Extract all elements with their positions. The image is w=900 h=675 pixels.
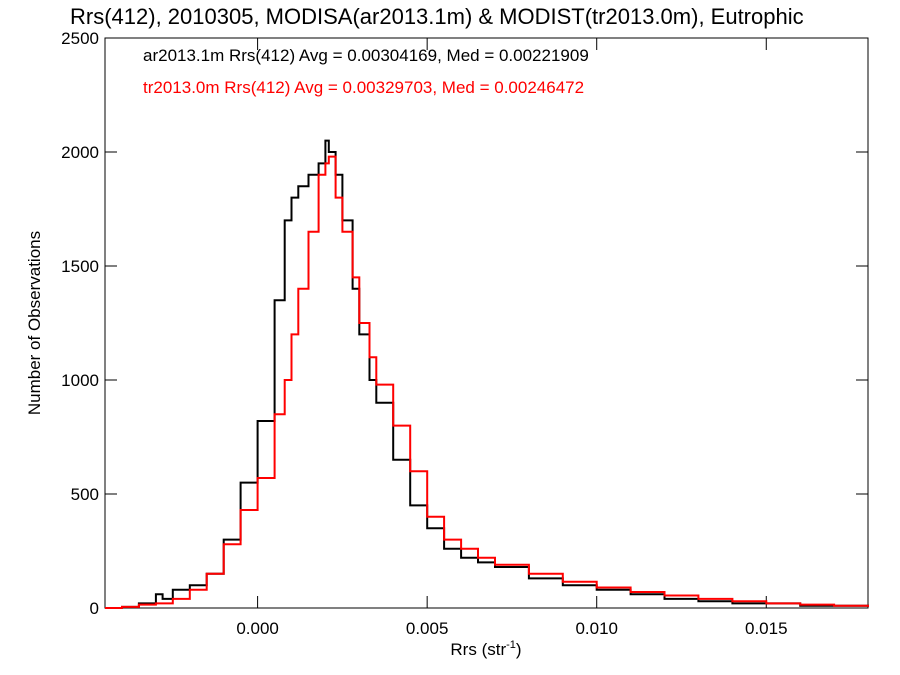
- x-axis-label-superscript: -1: [506, 639, 516, 651]
- x-axis-label-main: Rrs (str: [450, 640, 506, 659]
- y-tick-label: 500: [71, 485, 99, 504]
- series-lines: [105, 139, 869, 609]
- chart-title: Rrs(412), 2010305, MODISA(ar2013.1m) & M…: [70, 4, 804, 29]
- y-axis-label: Number of Observations: [25, 231, 44, 415]
- y-tick-label: 0: [90, 599, 99, 618]
- y-tick-label: 2500: [61, 29, 99, 48]
- x-axis-label: Rrs (str-1): [450, 639, 521, 659]
- plot-border: [104, 37, 869, 609]
- x-tick-label: 0.015: [745, 619, 788, 638]
- series-line-tr2013: [105, 155, 869, 609]
- x-tick-label: 0.005: [406, 619, 449, 638]
- legend-entry-tr2013: tr2013.0m Rrs(412) Avg = 0.00329703, Med…: [143, 78, 584, 97]
- series-line-ar2013: [105, 139, 869, 609]
- plot-frame: [104, 37, 869, 609]
- x-axis-label-close: ): [516, 640, 522, 659]
- legend-entry-ar2013: ar2013.1m Rrs(412) Avg = 0.00304169, Med…: [143, 46, 589, 65]
- x-axis: 0.000 0.005 0.010 0.015: [236, 38, 788, 638]
- x-tick-label: 0.010: [575, 619, 618, 638]
- y-tick-label: 1500: [61, 257, 99, 276]
- y-tick-label: 2000: [61, 143, 99, 162]
- x-tick-label: 0.000: [236, 619, 279, 638]
- y-tick-label: 1000: [61, 371, 99, 390]
- y-axis: 0 500 1000 1500 2000 2500: [61, 29, 868, 618]
